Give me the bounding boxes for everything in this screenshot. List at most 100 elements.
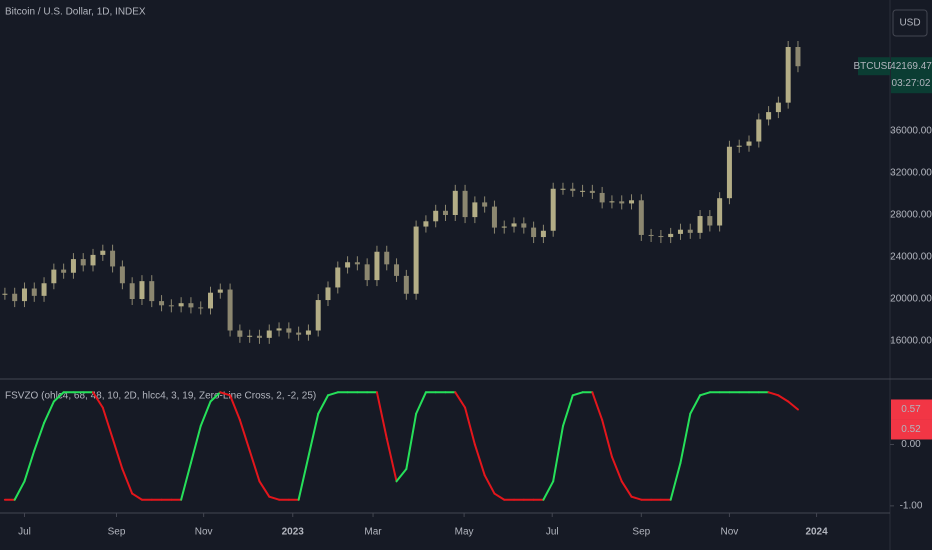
candle (208, 292, 214, 309)
candle (41, 283, 47, 296)
value-badge: 0.57 (901, 404, 921, 415)
oscillator-segment (180, 461, 192, 501)
candle (345, 262, 351, 268)
oscillator-segment (189, 425, 202, 464)
candle (198, 307, 204, 309)
candle (217, 289, 223, 293)
currency-button[interactable] (892, 9, 928, 37)
candle (237, 330, 243, 337)
candle (305, 330, 311, 335)
oscillator-segment (209, 391, 222, 403)
candle (276, 328, 282, 331)
oscillator-segment (297, 455, 310, 501)
candle (433, 210, 439, 222)
candle (227, 289, 233, 331)
oscillator-segment (23, 449, 36, 483)
candle (687, 229, 693, 233)
oscillator-segment (385, 437, 398, 483)
oscillator-segment (787, 400, 799, 411)
candle (296, 332, 302, 335)
candle (325, 287, 331, 301)
candle (697, 216, 703, 233)
oscillator-segment (610, 455, 623, 483)
candle (384, 251, 390, 265)
oscillator-segment (307, 412, 320, 458)
candle (766, 112, 772, 120)
oscillator-segment (483, 474, 496, 495)
candle (354, 262, 360, 265)
x-tick-label: Nov (721, 527, 739, 538)
oscillator-segment (317, 394, 329, 415)
oscillator-segment (493, 492, 506, 501)
candle (570, 188, 576, 191)
candle (442, 210, 448, 215)
candle (589, 190, 595, 193)
candle (168, 305, 174, 307)
oscillator-segment (473, 443, 486, 477)
oscillator-segment (464, 406, 476, 446)
candle (472, 202, 478, 218)
candle (315, 300, 321, 331)
candle (668, 233, 674, 238)
candle (149, 281, 155, 302)
candle (266, 330, 272, 338)
candle (394, 264, 400, 276)
candle (736, 145, 742, 147)
oscillator-segment (52, 391, 65, 403)
candle (51, 269, 57, 284)
x-tick-label: Sep (108, 527, 126, 538)
candle (413, 226, 419, 294)
y-tick-label: -1.00 (900, 501, 923, 512)
candle (491, 206, 497, 228)
oscillator-segment (542, 480, 555, 501)
candle (756, 119, 762, 142)
candle (364, 264, 370, 281)
y-tick-label: 16000.00 (890, 336, 932, 347)
candle (374, 251, 380, 281)
oscillator-segment (375, 391, 388, 440)
candle (159, 301, 165, 306)
candle (707, 216, 713, 226)
symbol-title: Bitcoin / U.S. Dollar, 1D, INDEX (5, 7, 146, 18)
candle (482, 202, 488, 207)
candle (717, 198, 723, 226)
oscillator-segment (571, 391, 584, 397)
candle (726, 146, 732, 199)
symbol-badge-bg (858, 57, 890, 76)
candle (61, 269, 67, 273)
oscillator-segment (591, 391, 604, 421)
oscillator-segment (767, 391, 780, 397)
oscillator-segment (238, 418, 251, 452)
oscillator-segment (33, 421, 46, 452)
oscillator-segment (561, 394, 574, 428)
y-tick-label: 20000.00 (890, 294, 932, 305)
x-tick-label: Mar (364, 527, 382, 538)
candle (746, 141, 752, 146)
oscillator-segment (326, 391, 339, 397)
candle (462, 190, 468, 218)
oscillator-segment (699, 391, 711, 397)
candle (648, 234, 654, 236)
value-badge-bg (891, 399, 932, 420)
candle (100, 250, 106, 255)
oscillator-segment (415, 391, 427, 415)
candle (531, 227, 537, 238)
oscillator-segment (630, 495, 643, 501)
oscillator-segment (13, 480, 26, 501)
price-badge-bg (891, 57, 932, 94)
symbol-badge: BTCUSD (853, 61, 894, 72)
oscillator-segment (405, 412, 418, 471)
oscillator-segment (601, 418, 613, 458)
candle (178, 303, 184, 307)
oscillator-segment (101, 406, 114, 440)
candle (119, 266, 125, 284)
oscillator-segment (268, 495, 281, 501)
candle (31, 288, 37, 296)
oscillator-segment (689, 394, 702, 415)
candle (129, 283, 135, 299)
oscillator-segment (777, 394, 790, 403)
oscillator-segment (229, 394, 241, 421)
currency[interactable]: USD (899, 18, 920, 29)
